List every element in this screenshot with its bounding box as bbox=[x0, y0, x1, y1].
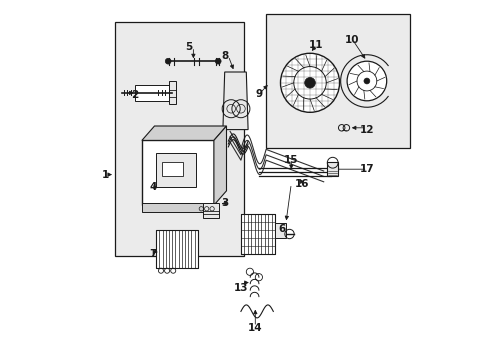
Bar bbox=[142, 203, 213, 212]
Text: 12: 12 bbox=[359, 125, 373, 135]
Bar bbox=[265, 14, 409, 148]
Text: 6: 6 bbox=[278, 224, 285, 234]
Bar bbox=[203, 203, 219, 218]
Text: 16: 16 bbox=[294, 179, 309, 189]
Polygon shape bbox=[213, 126, 226, 205]
Circle shape bbox=[363, 78, 369, 84]
Text: 13: 13 bbox=[233, 283, 247, 293]
Text: 7: 7 bbox=[149, 249, 156, 259]
Text: 4: 4 bbox=[149, 182, 156, 192]
Text: 2: 2 bbox=[131, 90, 138, 100]
Text: 17: 17 bbox=[359, 164, 373, 174]
Text: 14: 14 bbox=[247, 323, 262, 333]
Circle shape bbox=[215, 58, 221, 64]
Bar bbox=[326, 162, 337, 176]
Polygon shape bbox=[223, 72, 247, 130]
Bar bbox=[156, 153, 196, 187]
Bar bbox=[142, 140, 213, 205]
Bar bbox=[275, 223, 285, 238]
Text: 15: 15 bbox=[284, 155, 298, 165]
Polygon shape bbox=[142, 126, 226, 140]
Circle shape bbox=[346, 61, 386, 101]
Text: 9: 9 bbox=[255, 89, 262, 99]
Text: 10: 10 bbox=[345, 35, 359, 45]
Bar bbox=[115, 22, 244, 256]
Text: 11: 11 bbox=[308, 40, 323, 50]
Text: 3: 3 bbox=[221, 198, 228, 208]
Text: 1: 1 bbox=[102, 170, 109, 180]
Text: 5: 5 bbox=[184, 42, 192, 52]
Bar bbox=[134, 85, 168, 101]
Bar bbox=[162, 162, 183, 176]
Circle shape bbox=[165, 58, 171, 64]
Circle shape bbox=[280, 53, 339, 112]
Bar bbox=[168, 81, 176, 104]
Text: 8: 8 bbox=[221, 51, 228, 61]
Bar bbox=[156, 230, 197, 268]
Bar bbox=[241, 214, 275, 254]
Circle shape bbox=[304, 77, 315, 88]
